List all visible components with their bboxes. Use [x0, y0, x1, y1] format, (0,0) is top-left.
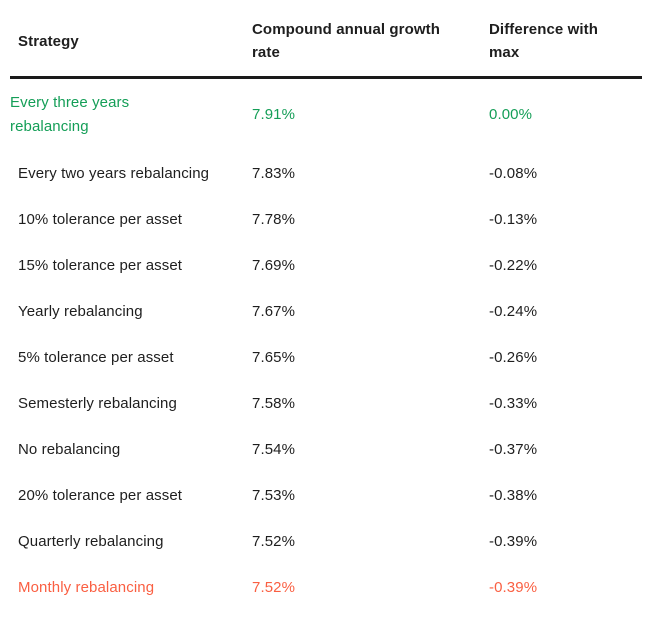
cagr-value: 7.52%: [252, 579, 296, 597]
diff-value: -0.26%: [489, 349, 538, 367]
diff-value: -0.08%: [489, 165, 538, 183]
cagr-value: 7.83%: [252, 165, 296, 183]
table-body: Every three years rebalancing 7.91% 0.00…: [10, 78, 642, 612]
cagr-value: 7.67%: [252, 303, 296, 321]
strategy-comparison-table: Strategy Compound annual growth rate Dif…: [10, 10, 642, 611]
diff-value: -0.24%: [489, 303, 538, 321]
diff-value: -0.38%: [489, 487, 538, 505]
table-header: Strategy Compound annual growth rate Dif…: [10, 10, 642, 79]
strategy-name: Every two years rebalancing: [18, 165, 210, 183]
column-header-strategy-label: Strategy: [18, 32, 79, 50]
table-row: Every two years rebalancing 7.83% -0.08%: [10, 151, 642, 197]
table-row: 10% tolerance per asset 7.78% -0.13%: [10, 197, 642, 243]
cagr-value: 7.53%: [252, 487, 296, 505]
strategy-name: 15% tolerance per asset: [18, 257, 183, 275]
strategy-name: Yearly rebalancing: [18, 303, 143, 321]
table-row: 20% tolerance per asset 7.53% -0.38%: [10, 473, 642, 519]
diff-value: -0.37%: [489, 441, 538, 459]
diff-value: -0.39%: [489, 579, 538, 597]
cagr-value: 7.65%: [252, 349, 296, 367]
strategy-name: Monthly rebalancing: [18, 579, 155, 597]
cagr-value: 7.78%: [252, 211, 296, 229]
cagr-value: 7.54%: [252, 441, 296, 459]
table-row: Every three years rebalancing 7.91% 0.00…: [10, 78, 642, 152]
table-header-row: Strategy Compound annual growth rate Dif…: [10, 10, 642, 79]
diff-value: 0.00%: [489, 106, 533, 123]
table-row: Quarterly rebalancing 7.52% -0.39%: [10, 519, 642, 565]
table-row: Yearly rebalancing 7.67% -0.24%: [10, 289, 642, 335]
diff-value: -0.22%: [489, 257, 538, 275]
diff-value: -0.33%: [489, 395, 538, 413]
column-header-diff: Difference with max: [489, 10, 642, 79]
column-header-strategy: Strategy: [10, 10, 252, 79]
cagr-value: 7.69%: [252, 257, 296, 275]
table-row: Monthly rebalancing 7.52% -0.39%: [10, 565, 642, 611]
table-row: No rebalancing 7.54% -0.37%: [10, 427, 642, 473]
column-header-cagr: Compound annual growth rate: [252, 10, 489, 79]
cagr-value: 7.91%: [252, 106, 296, 123]
strategy-name: Quarterly rebalancing: [18, 533, 164, 551]
strategy-name: 10% tolerance per asset: [18, 211, 183, 229]
strategy-name: 20% tolerance per asset: [18, 487, 183, 505]
strategy-name: No rebalancing: [18, 441, 121, 459]
strategy-name: Semesterly rebalancing: [18, 395, 177, 413]
diff-value: -0.13%: [489, 211, 538, 229]
diff-value: -0.39%: [489, 533, 538, 551]
strategy-name: Every three years rebalancing: [10, 94, 130, 135]
table-row: Semesterly rebalancing 7.58% -0.33%: [10, 381, 642, 427]
strategy-name: 5% tolerance per asset: [18, 349, 174, 367]
column-header-cagr-label: Compound annual growth rate: [252, 21, 441, 61]
table-row: 15% tolerance per asset 7.69% -0.22%: [10, 243, 642, 289]
table-row: 5% tolerance per asset 7.65% -0.26%: [10, 335, 642, 381]
cagr-value: 7.58%: [252, 395, 296, 413]
column-header-diff-label: Difference with max: [489, 21, 599, 61]
cagr-value: 7.52%: [252, 533, 296, 551]
